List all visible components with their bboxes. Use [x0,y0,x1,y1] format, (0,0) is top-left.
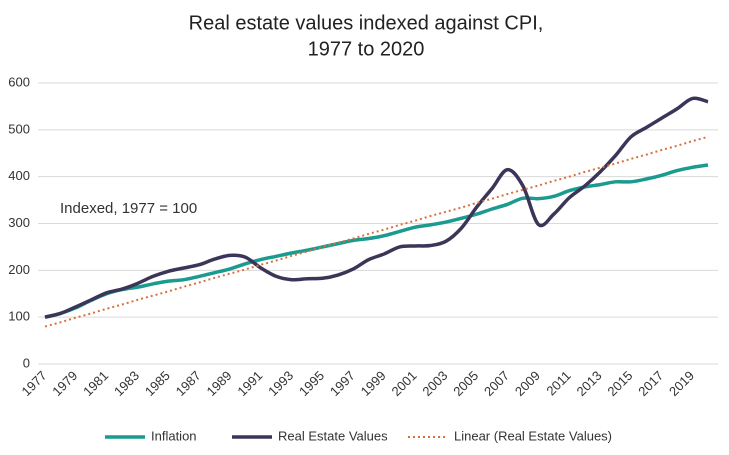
x-tick-label: 2003 [419,368,450,399]
y-tick-label: 200 [8,262,30,277]
x-tick-label: 1979 [49,368,80,399]
x-tick-label: 2015 [604,368,635,399]
x-tick-label: 1981 [80,368,111,399]
chart-title: 1977 to 2020 [308,38,425,60]
y-tick-label: 500 [8,121,30,136]
legend-label: Real Estate Values [278,428,388,443]
x-tick-label: 1989 [204,368,235,399]
x-tick-label: 1993 [265,368,296,399]
x-tick-label: 2011 [543,368,573,398]
x-tick-label: 1977 [18,368,49,399]
x-tick-label: 1985 [142,368,173,399]
series-line [44,135,709,328]
x-tick-label: 2001 [389,368,420,399]
y-tick-label: 0 [23,355,30,370]
x-tick-label: 2009 [512,368,543,399]
x-tick-label: 1999 [358,368,389,399]
x-tick-label: 2013 [574,368,605,399]
x-tick-label: 2007 [481,368,512,399]
x-tick-label: 1991 [234,368,265,399]
y-tick-label: 400 [8,168,30,183]
x-tick-label: 1987 [173,368,204,399]
legend-label: Inflation [151,428,197,443]
chart-title: Real estate values indexed against CPI, [189,12,544,34]
x-tick-label: 1983 [111,368,142,399]
y-tick-label: 100 [8,309,30,324]
x-tick-label: 1997 [327,368,358,399]
x-tick-label: 2019 [666,368,697,399]
y-tick-label: 600 [8,74,30,89]
x-tick-label: 2017 [635,368,666,399]
series-line [44,163,709,319]
annotation: Indexed, 1977 = 100 [60,200,197,217]
series-line [44,96,709,319]
y-tick-label: 300 [8,215,30,230]
x-tick-label: 1995 [296,368,327,399]
legend-label: Linear (Real Estate Values) [454,428,612,443]
x-tick-label: 2005 [450,368,481,399]
